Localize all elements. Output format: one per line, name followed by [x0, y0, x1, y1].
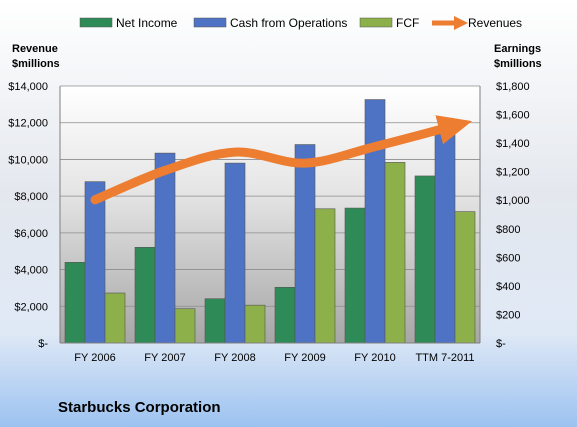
right-tick-label: $1,000	[496, 195, 530, 207]
x-tick-label: FY 2007	[144, 352, 185, 364]
x-tick-label: TTM 7-2011	[415, 352, 474, 364]
right-tick-label: $200	[496, 309, 520, 321]
left-tick-label: $14,000	[8, 81, 48, 93]
chart-title: Starbucks Corporation	[58, 399, 221, 416]
right-tick-label: $1,400	[496, 138, 530, 150]
x-tick-label: FY 2006	[74, 352, 115, 364]
right-axis-title-line2: $millions	[494, 58, 542, 70]
bar-net-income	[64, 262, 86, 344]
legend-label-revenues: Revenues	[468, 16, 522, 30]
bar-net-income	[344, 207, 366, 344]
right-tick-label: $800	[496, 224, 520, 236]
bar-net-income	[274, 287, 296, 344]
right-tick-label: $1,600	[496, 110, 530, 122]
legend-swatch-fcf	[359, 17, 393, 28]
legend-label-net-income: Net Income	[116, 16, 178, 30]
bar-fcf	[104, 292, 126, 344]
bar-cash-from-operations	[434, 134, 456, 344]
x-tick-label: FY 2010	[354, 352, 395, 364]
right-axis-title-line1: Earnings	[494, 43, 541, 55]
left-axis-title-line1: Revenue	[12, 43, 58, 55]
bar-fcf	[244, 304, 266, 344]
bar-cash-from-operations	[84, 181, 106, 344]
right-tick-label: $400	[496, 281, 520, 293]
x-tick-label: FY 2008	[214, 352, 255, 364]
bar-cash-from-operations	[294, 144, 316, 344]
bar-net-income	[134, 247, 156, 344]
legend-swatch-cash-from-operations	[193, 17, 227, 28]
bar-net-income	[204, 298, 226, 344]
right-tick-label: $600	[496, 252, 520, 264]
right-tick-label: $1,800	[496, 81, 530, 93]
axis-layer: $- $2,000 $4,000 $6,000 $8,000 $10,000 $12,000…	[8, 81, 529, 364]
right-tick-label: $1,200	[496, 167, 530, 179]
bar-cash-from-operations	[154, 152, 176, 344]
left-tick-label: $-	[38, 338, 48, 350]
left-tick-label: $8,000	[14, 191, 48, 203]
left-tick-label: $12,000	[8, 118, 48, 130]
bar-cash-from-operations	[364, 99, 386, 344]
legend-label-cash-from-operations: Cash from Operations	[230, 16, 347, 30]
left-tick-label: $4,000	[14, 265, 48, 277]
legend-swatch-arrowhead	[454, 16, 468, 30]
right-tick-label: $-	[496, 338, 506, 350]
bars-layer	[64, 99, 476, 344]
left-tick-label: $6,000	[14, 228, 48, 240]
line-revenues	[90, 115, 473, 205]
bar-fcf	[314, 208, 336, 344]
plot-area	[60, 86, 480, 343]
left-tick-label: $10,000	[8, 154, 48, 166]
bar-cash-from-operations	[224, 162, 246, 344]
left-tick-label: $2,000	[14, 301, 48, 313]
legend-label-fcf: FCF	[396, 16, 419, 30]
bar-fcf	[384, 162, 406, 344]
bar-net-income	[414, 175, 436, 344]
grid-layer	[60, 85, 480, 307]
x-tick-label: FY 2009	[284, 352, 325, 364]
legend: Net Income Cash from Operations FCF Revenue…	[79, 16, 522, 30]
bar-fcf	[174, 308, 196, 344]
line-layer	[90, 115, 473, 205]
bar-fcf	[454, 211, 476, 344]
left-axis-title-line2: $millions	[12, 58, 60, 70]
legend-swatch-net-income	[79, 17, 113, 28]
